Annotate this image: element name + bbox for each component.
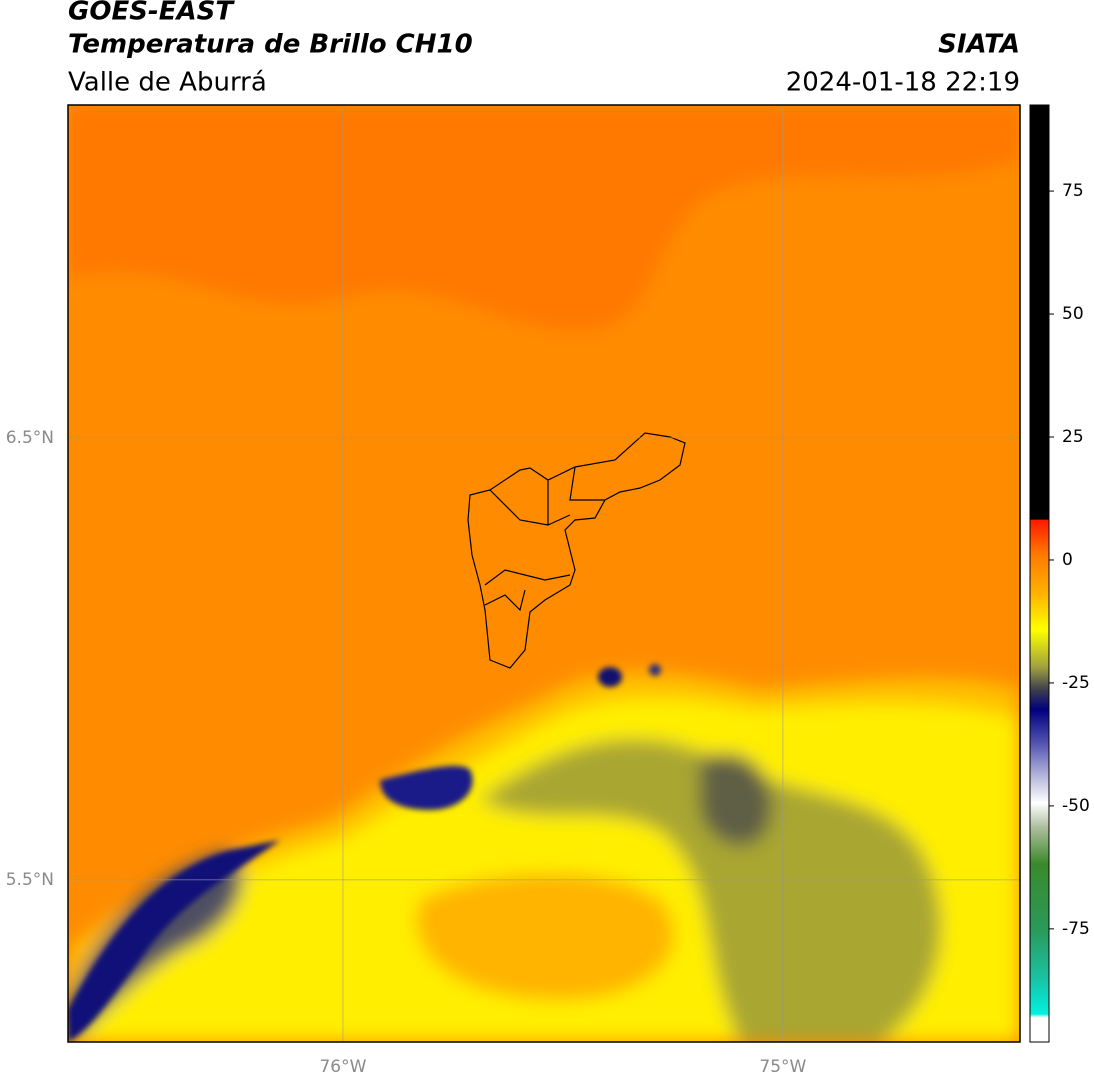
agency: SIATA (938, 30, 1020, 60)
colorbar-tick-label: -25 (1062, 673, 1090, 693)
colorbar-tick-label: -75 (1062, 919, 1090, 939)
datetime: 2024-01-18 22:19 (786, 68, 1020, 98)
y-tick-label: 5.5°N (6, 870, 54, 890)
map-image (68, 105, 1020, 1042)
grid (68, 105, 1020, 1042)
colorbar-tick-label: 25 (1062, 427, 1084, 447)
colorbar (1029, 104, 1050, 1043)
map-frame (67, 104, 1021, 1043)
colorbar-tick-label: 75 (1062, 181, 1084, 201)
y-tick-label: 6.5°N (6, 428, 54, 448)
x-tick-label: 76°W (319, 1057, 366, 1077)
colorbar-tick-label: 0 (1062, 550, 1073, 570)
product: Temperatura de Brillo CH10 (68, 30, 473, 60)
colorbar-tick-label: -50 (1062, 796, 1090, 816)
region: Valle de Aburrá (68, 68, 267, 98)
satellite: GOES-EAST (68, 0, 235, 27)
x-tick-label: 75°W (759, 1057, 806, 1077)
colorbar-tick-label: 50 (1062, 304, 1084, 324)
